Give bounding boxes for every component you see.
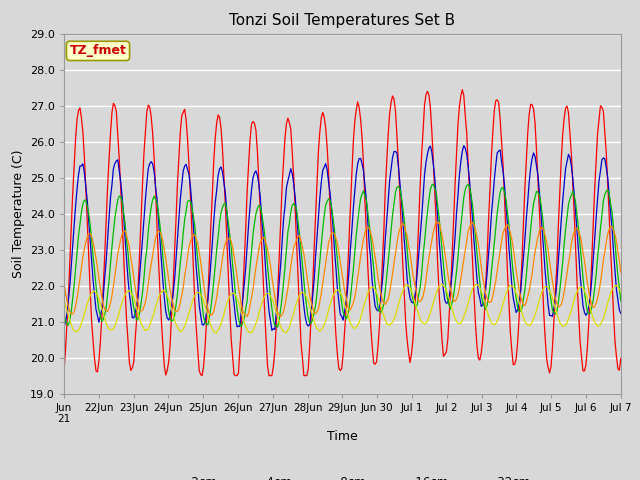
-8cm xyxy=(616,285,623,290)
-32cm xyxy=(617,289,625,295)
-4cm xyxy=(97,313,104,319)
Y-axis label: Soil Temperature (C): Soil Temperature (C) xyxy=(12,149,24,278)
-8cm xyxy=(543,256,550,262)
-2cm xyxy=(97,339,104,345)
-2cm xyxy=(348,171,356,177)
-8cm xyxy=(79,201,87,207)
-4cm xyxy=(616,307,623,313)
-4cm xyxy=(460,143,468,149)
-16cm xyxy=(460,256,468,262)
-2cm xyxy=(198,373,206,379)
-32cm xyxy=(543,284,550,289)
-4cm xyxy=(458,148,466,154)
-2cm xyxy=(79,130,87,135)
-2cm xyxy=(458,87,466,93)
-32cm xyxy=(60,298,68,303)
-4cm xyxy=(348,228,356,233)
-2cm xyxy=(60,369,68,374)
Line: -16cm: -16cm xyxy=(64,222,621,316)
-32cm xyxy=(460,314,468,320)
-4cm xyxy=(543,285,550,291)
-8cm xyxy=(274,324,282,330)
-16cm xyxy=(97,285,104,291)
-16cm xyxy=(348,303,356,309)
-2cm xyxy=(617,356,625,361)
-2cm xyxy=(543,356,550,362)
-8cm xyxy=(60,310,68,316)
-32cm xyxy=(438,281,446,287)
-8cm xyxy=(460,194,468,200)
-16cm xyxy=(616,257,623,263)
-2cm xyxy=(616,367,623,373)
X-axis label: Time: Time xyxy=(327,430,358,443)
Line: -2cm: -2cm xyxy=(64,90,621,376)
Line: -4cm: -4cm xyxy=(64,146,621,330)
-32cm xyxy=(616,286,623,292)
-4cm xyxy=(79,161,87,167)
-8cm xyxy=(97,312,104,318)
-16cm xyxy=(617,269,625,275)
-2cm xyxy=(460,93,468,98)
-8cm xyxy=(348,281,356,287)
-8cm xyxy=(617,298,625,304)
-4cm xyxy=(268,327,276,333)
-8cm xyxy=(429,181,437,187)
-16cm xyxy=(433,219,440,225)
-16cm xyxy=(543,239,550,245)
-16cm xyxy=(60,279,68,285)
-32cm xyxy=(97,301,104,307)
-16cm xyxy=(79,254,87,260)
Line: -8cm: -8cm xyxy=(64,184,621,327)
Text: TZ_fmet: TZ_fmet xyxy=(70,44,127,58)
Legend: -2cm, -4cm, -8cm, -16cm, -32cm: -2cm, -4cm, -8cm, -16cm, -32cm xyxy=(150,471,535,480)
Line: -32cm: -32cm xyxy=(64,284,621,333)
-32cm xyxy=(79,316,87,322)
-4cm xyxy=(60,324,68,330)
-16cm xyxy=(276,313,284,319)
-4cm xyxy=(617,311,625,316)
-32cm xyxy=(246,330,254,336)
-32cm xyxy=(348,323,356,329)
Title: Tonzi Soil Temperatures Set B: Tonzi Soil Temperatures Set B xyxy=(229,13,456,28)
